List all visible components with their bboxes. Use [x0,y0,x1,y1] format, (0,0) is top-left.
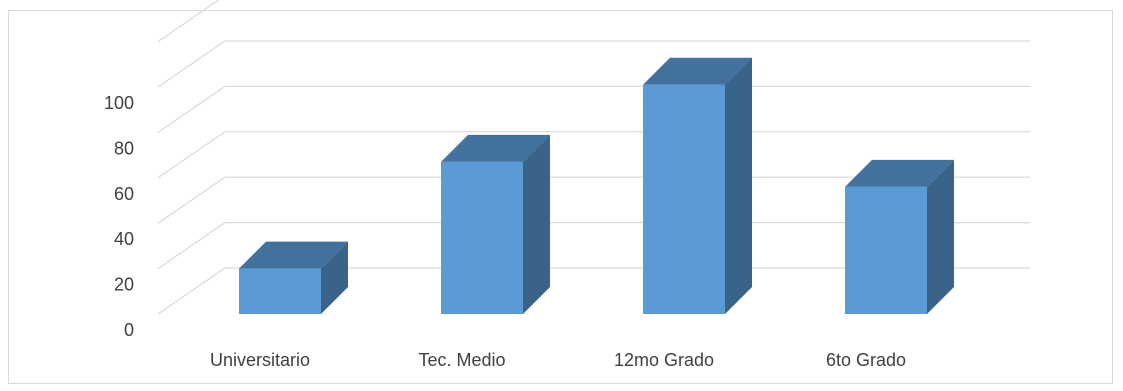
bars [239,57,954,314]
chart-frame [8,10,1113,384]
gridline [157,267,1030,315]
x-tick-label: 12mo Grado [614,350,714,370]
gridline [157,85,1030,133]
gridline [157,131,1030,179]
bar-top [845,159,954,187]
x-tick-label: Universitario [210,350,310,370]
bar-top [643,57,752,85]
y-tick-label: 0 [124,320,134,340]
y-tick-label: 20 [114,275,134,295]
bar-12mo-grado [643,57,752,314]
y-tick-label: 40 [114,229,134,249]
bar-top [239,241,348,269]
x-tick-label: Tec. Medio [418,350,505,370]
x-axis-category-labels: Universitario Tec. Medio 12mo Grado 6to Gra… [210,350,906,370]
bar-front [441,161,523,314]
y-tick-label: 100 [104,93,134,113]
bar-side [927,159,954,314]
gridline [157,222,1030,270]
gridline [157,0,220,43]
bar-6to-grado [845,159,954,314]
y-axis-tick-labels: 0 20 40 60 80 100 [104,93,134,340]
bar-tec-medio [441,134,550,314]
gridline [157,176,1030,224]
bar-top [441,134,550,162]
y-tick-label: 60 [114,184,134,204]
bar-front [643,84,725,314]
bar-front [845,186,927,314]
x-tick-label: 6to Grado [826,350,906,370]
gridline [157,40,1030,88]
bar-front [239,268,321,314]
bar-universitario [239,241,348,314]
bar-side [523,134,550,314]
bar-side [725,57,752,314]
y-tick-label: 80 [114,138,134,158]
gridlines [157,0,1030,315]
bar-side [321,241,348,314]
